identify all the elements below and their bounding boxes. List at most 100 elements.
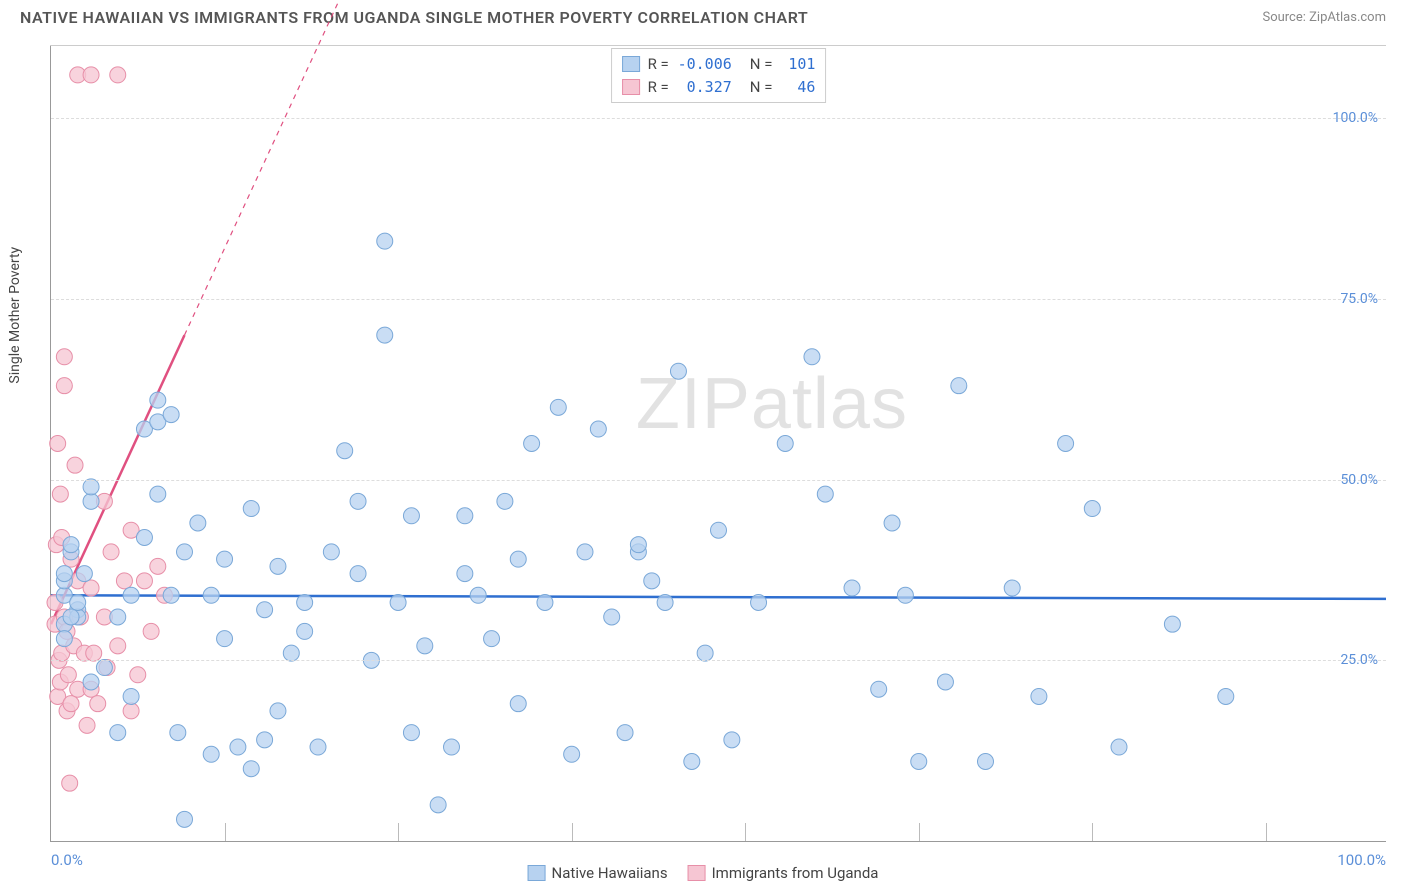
data-point — [711, 522, 727, 538]
y-axis-label: Single Mother Poverty — [7, 247, 23, 384]
stat-r-label: R = — [648, 76, 669, 99]
data-point — [62, 775, 78, 791]
data-point — [63, 696, 79, 712]
stats-row: R =-0.006N =101 — [622, 53, 816, 76]
data-point — [377, 233, 393, 249]
data-point — [70, 595, 86, 611]
x-tick-label: 100.0% — [1337, 851, 1386, 869]
gridline-vertical — [572, 823, 573, 841]
data-point — [1218, 688, 1234, 704]
plot-area: ZIPatlas R =-0.006N =101R =0.327N =46 25… — [50, 46, 1386, 842]
stats-row: R =0.327N =46 — [622, 76, 816, 99]
source-attribution: Source: ZipAtlas.com — [1262, 10, 1386, 25]
data-point — [96, 660, 112, 676]
data-point — [56, 349, 72, 365]
data-point — [337, 443, 353, 459]
data-point — [270, 703, 286, 719]
data-point — [897, 587, 913, 603]
gridline-vertical — [1266, 823, 1267, 841]
data-point — [76, 566, 92, 582]
data-point — [323, 544, 339, 560]
data-point — [1084, 501, 1100, 517]
data-point — [90, 696, 106, 712]
data-point — [110, 67, 126, 83]
data-point — [123, 587, 139, 603]
data-point — [577, 544, 593, 560]
data-point — [630, 537, 646, 553]
gridline-vertical — [745, 823, 746, 841]
data-point — [564, 746, 580, 762]
data-point — [1058, 436, 1074, 452]
data-point — [390, 595, 406, 611]
data-point — [937, 674, 953, 690]
data-point — [257, 732, 273, 748]
data-point — [430, 797, 446, 813]
data-point — [163, 407, 179, 423]
data-point — [110, 609, 126, 625]
data-point — [524, 436, 540, 452]
gridline-horizontal — [51, 480, 1386, 481]
data-point — [817, 486, 833, 502]
data-point — [83, 67, 99, 83]
y-tick-label: 50.0% — [1340, 472, 1378, 488]
data-point — [56, 631, 72, 647]
legend-label: Native Hawaiians — [552, 864, 668, 882]
data-point — [310, 739, 326, 755]
gridline-horizontal — [51, 118, 1386, 119]
stat-n-label: N = — [750, 53, 773, 76]
data-point — [670, 363, 686, 379]
data-point — [143, 623, 159, 639]
data-point — [177, 544, 193, 560]
data-point — [1164, 616, 1180, 632]
data-point — [697, 645, 713, 661]
data-point — [243, 501, 259, 517]
stat-n-value: 46 — [780, 76, 815, 99]
data-point — [871, 681, 887, 697]
data-point — [130, 667, 146, 683]
data-point — [417, 638, 433, 654]
data-point — [83, 674, 99, 690]
data-point — [150, 558, 166, 574]
data-point — [203, 746, 219, 762]
data-point — [243, 761, 259, 777]
gridline-horizontal — [51, 299, 1386, 300]
data-point — [136, 573, 152, 589]
data-point — [190, 515, 206, 531]
data-point — [724, 732, 740, 748]
legend-swatch — [528, 865, 546, 881]
correlation-stats-box: R =-0.006N =101R =0.327N =46 — [611, 48, 827, 103]
data-point — [123, 688, 139, 704]
data-point — [644, 573, 660, 589]
data-point — [230, 739, 246, 755]
data-point — [484, 631, 500, 647]
data-point — [270, 558, 286, 574]
legend-swatch — [688, 865, 706, 881]
legend-item: Native Hawaiians — [528, 864, 668, 882]
data-point — [297, 623, 313, 639]
data-point — [537, 595, 553, 611]
data-point — [283, 645, 299, 661]
stat-r-value: 0.327 — [677, 76, 732, 99]
data-point — [604, 609, 620, 625]
data-point — [1031, 688, 1047, 704]
y-tick-label: 25.0% — [1340, 652, 1378, 668]
data-point — [884, 515, 900, 531]
data-point — [510, 551, 526, 567]
stat-r-value: -0.006 — [677, 53, 732, 76]
data-point — [350, 493, 366, 509]
data-point — [50, 436, 66, 452]
data-point — [617, 725, 633, 741]
data-point — [67, 457, 83, 473]
series-swatch — [622, 56, 640, 72]
scatter-plot-svg — [51, 46, 1386, 841]
data-point — [377, 327, 393, 343]
data-point — [52, 486, 68, 502]
data-point — [123, 703, 139, 719]
data-point — [911, 754, 927, 770]
data-point — [103, 544, 119, 560]
data-point — [56, 566, 72, 582]
gridline-vertical — [919, 823, 920, 841]
data-point — [590, 421, 606, 437]
data-point — [83, 479, 99, 495]
data-point — [110, 725, 126, 741]
